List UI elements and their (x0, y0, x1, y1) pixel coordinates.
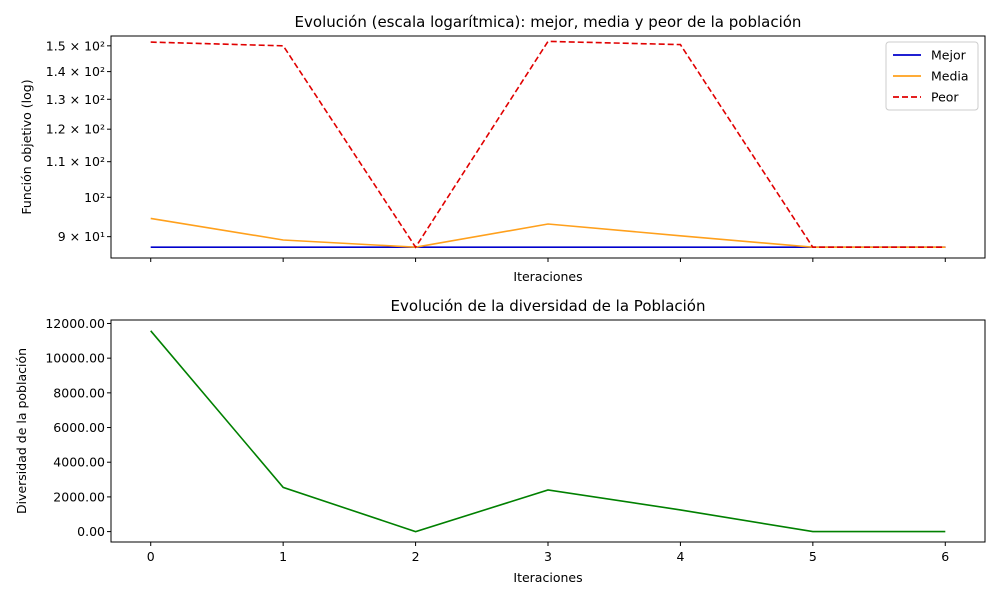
bottom-chart-xticks: 0 1 2 3 4 5 6 (147, 542, 949, 564)
top-chart: Evolución (escala logarítmica): mejor, m… (19, 13, 986, 284)
bottom-xtick-label: 1 (279, 549, 287, 564)
bottom-xtick-label: 6 (941, 549, 949, 564)
top-chart-legend: Mejor Media Peor (885, 41, 979, 111)
bottom-xtick-label: 0 (147, 549, 155, 564)
series-line-peor (150, 40, 946, 249)
bottom-ytick-label: 4000.00 (53, 455, 105, 470)
bottom-chart-title: Evolución de la diversidad de la Poblaci… (391, 297, 706, 315)
top-chart-yticks: 9 × 10¹ 10² 1.1 × 10² 1.2 × 10² 1.3 × 10² 1.4… (46, 38, 111, 244)
top-chart-series (150, 40, 946, 249)
bottom-ytick-label: 10000.00 (45, 351, 105, 366)
top-ytick-label: 10² (84, 190, 105, 205)
bottom-ytick-label: 8000.00 (53, 385, 105, 400)
top-ytick-label: 1.4 × 10² (46, 64, 105, 79)
bottom-chart-yticks: 0.00 2000.00 4000.00 6000.00 8000.00 10000.00… (45, 316, 111, 539)
top-ytick-label: 9 × 10¹ (58, 229, 105, 244)
top-ytick-label: 1.3 × 10² (46, 92, 105, 107)
bottom-ytick-label: 2000.00 (53, 489, 105, 504)
bottom-xtick-label: 2 (412, 549, 420, 564)
top-chart-xticks (150, 258, 946, 262)
legend-label-mejor: Mejor (931, 48, 967, 63)
bottom-chart-series (150, 330, 946, 533)
bottom-chart-ylabel: Diversidad de la población (14, 348, 29, 514)
series-line-media (150, 217, 946, 249)
top-chart-ylabel: Función objetivo (log) (19, 79, 34, 214)
bottom-chart: Evolución de la diversidad de la Poblaci… (14, 297, 986, 585)
top-ytick-label: 1.5 × 10² (46, 38, 105, 53)
bottom-chart-xlabel: Iteraciones (513, 570, 582, 585)
bottom-xtick-label: 4 (676, 549, 684, 564)
series-line-diversity (150, 330, 946, 533)
bottom-ytick-label: 0.00 (77, 524, 105, 539)
bottom-ytick-label: 6000.00 (53, 420, 105, 435)
bottom-chart-plot-area (110, 319, 986, 543)
top-ytick-label: 1.2 × 10² (46, 122, 105, 137)
top-chart-title: Evolución (escala logarítmica): mejor, m… (295, 13, 802, 31)
legend-label-media: Media (931, 69, 969, 84)
top-ytick-label: 1.1 × 10² (46, 154, 105, 169)
legend-box (885, 41, 979, 111)
bottom-xtick-label: 3 (544, 549, 552, 564)
legend-label-peor: Peor (931, 90, 959, 105)
bottom-xtick-label: 5 (809, 549, 817, 564)
bottom-ytick-label: 12000.00 (45, 316, 105, 331)
top-chart-xlabel: Iteraciones (513, 269, 582, 284)
